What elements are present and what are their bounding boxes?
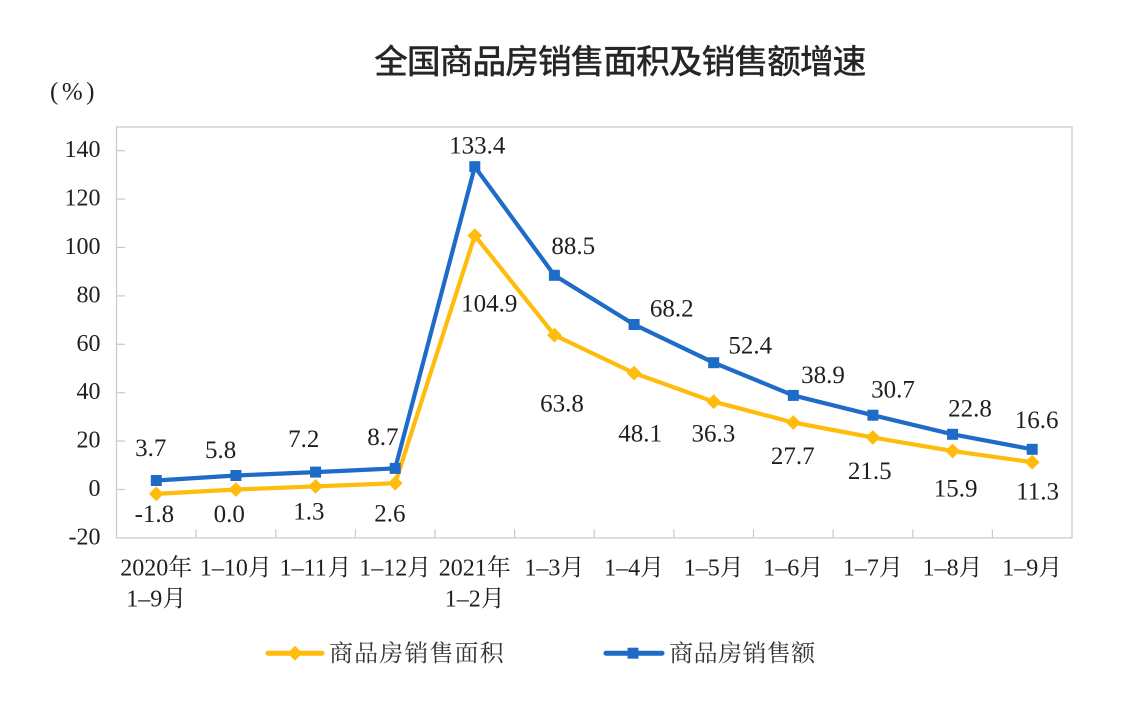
svg-text:1–5: 1–5 xyxy=(684,556,720,582)
svg-text:60: 60 xyxy=(77,331,101,357)
svg-text:40: 40 xyxy=(77,379,101,405)
svg-text:133.4: 133.4 xyxy=(449,132,506,159)
svg-text:7.2: 7.2 xyxy=(288,426,319,453)
svg-text:0.0: 0.0 xyxy=(214,501,245,528)
svg-text:21.5: 21.5 xyxy=(848,458,892,485)
svg-text:3.7: 3.7 xyxy=(135,435,166,462)
svg-text:1–8: 1–8 xyxy=(923,556,959,582)
svg-text:(%): (%) xyxy=(50,79,98,106)
svg-text:80: 80 xyxy=(77,282,101,308)
svg-text:68.2: 68.2 xyxy=(650,296,694,323)
svg-text:27.7: 27.7 xyxy=(771,443,815,470)
svg-text:52.4: 52.4 xyxy=(728,333,772,360)
svg-text:1–3: 1–3 xyxy=(524,556,560,582)
svg-text:1–11: 1–11 xyxy=(280,556,327,582)
svg-text:100: 100 xyxy=(65,234,101,260)
svg-text:2021: 2021 xyxy=(439,556,487,582)
svg-text:38.9: 38.9 xyxy=(801,362,845,389)
svg-text:63.8: 63.8 xyxy=(540,390,584,417)
svg-text:36.3: 36.3 xyxy=(692,420,736,447)
svg-text:1–12: 1–12 xyxy=(359,556,407,582)
svg-text:16.6: 16.6 xyxy=(1015,407,1059,434)
svg-text:104.9: 104.9 xyxy=(461,291,517,318)
svg-text:1–2: 1–2 xyxy=(445,587,481,613)
svg-text:48.1: 48.1 xyxy=(618,420,662,447)
svg-text:30.7: 30.7 xyxy=(871,376,915,403)
svg-text:1–9: 1–9 xyxy=(126,587,162,613)
svg-text:88.5: 88.5 xyxy=(551,233,595,260)
svg-text:5.8: 5.8 xyxy=(205,437,236,464)
svg-text:11.3: 11.3 xyxy=(1016,478,1059,505)
svg-text:1–7: 1–7 xyxy=(843,556,879,582)
svg-text:1–6: 1–6 xyxy=(763,556,799,582)
svg-text:120: 120 xyxy=(65,186,101,212)
svg-text:-1.8: -1.8 xyxy=(135,501,175,528)
svg-text:-20: -20 xyxy=(69,524,101,550)
svg-text:140: 140 xyxy=(65,137,101,163)
svg-text:1.3: 1.3 xyxy=(293,499,324,526)
svg-text:0: 0 xyxy=(89,476,101,502)
svg-text:2020: 2020 xyxy=(120,556,168,582)
svg-text:8.7: 8.7 xyxy=(367,424,398,451)
svg-text:15.9: 15.9 xyxy=(934,475,978,502)
svg-text:20: 20 xyxy=(77,428,101,454)
svg-text:1–9: 1–9 xyxy=(1002,556,1038,582)
svg-text:1–10: 1–10 xyxy=(200,556,248,582)
svg-text:1–4: 1–4 xyxy=(604,556,640,582)
svg-text:2.6: 2.6 xyxy=(374,500,405,527)
svg-text:22.8: 22.8 xyxy=(948,395,992,422)
